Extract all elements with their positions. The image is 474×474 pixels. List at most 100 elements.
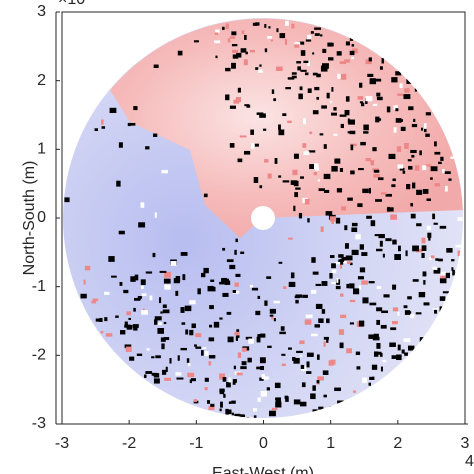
speckle — [329, 255, 335, 259]
speckle — [298, 93, 303, 100]
speckle — [268, 410, 276, 417]
speckle — [407, 159, 412, 162]
speckle — [358, 320, 365, 327]
speckle — [104, 291, 110, 295]
speckle — [413, 118, 416, 123]
speckle — [323, 144, 327, 149]
speckle — [351, 222, 358, 227]
speckle — [207, 400, 211, 404]
speckle — [161, 343, 165, 350]
speckle — [340, 123, 344, 129]
speckle — [214, 40, 221, 44]
speckle — [385, 193, 392, 197]
speckle — [442, 169, 445, 174]
speckle — [373, 333, 379, 339]
speckle — [124, 321, 128, 326]
y-tick-label: 2 — [37, 72, 46, 89]
speckle — [304, 72, 309, 76]
speckle — [421, 245, 427, 251]
speckle — [352, 288, 360, 295]
speckle — [281, 363, 286, 367]
speckle — [446, 248, 453, 253]
speckle — [269, 308, 276, 314]
speckle — [323, 341, 326, 347]
speckle — [222, 377, 227, 382]
speckle — [380, 192, 387, 195]
speckle — [345, 96, 350, 102]
speckle — [445, 185, 448, 192]
speckle — [268, 26, 271, 29]
speckle — [419, 150, 422, 156]
speckle — [164, 284, 171, 290]
speckle — [310, 289, 317, 294]
speckle — [271, 89, 275, 94]
speckle — [312, 52, 315, 55]
speckle — [202, 346, 207, 350]
speckle — [231, 400, 236, 404]
speckle — [288, 237, 293, 240]
speckle — [331, 42, 334, 47]
speckle — [130, 276, 136, 282]
speckle — [346, 283, 350, 289]
speckle — [287, 77, 295, 80]
speckle — [434, 183, 441, 187]
speckle — [331, 219, 334, 225]
speckle — [232, 379, 237, 383]
speckle — [164, 271, 171, 278]
speckle — [355, 351, 361, 356]
speckle — [377, 177, 384, 181]
speckle — [337, 400, 344, 404]
speckle — [434, 307, 438, 314]
speckle — [341, 259, 348, 264]
speckle — [452, 269, 455, 276]
speckle — [282, 113, 287, 117]
speckle — [381, 310, 389, 314]
speckle — [137, 296, 143, 299]
speckle — [264, 24, 267, 28]
speckle — [350, 143, 357, 147]
speckle — [369, 376, 374, 380]
speckle — [188, 363, 191, 367]
speckle — [228, 401, 232, 404]
speckle — [300, 364, 305, 369]
speckle — [359, 82, 363, 88]
speckle — [361, 280, 368, 285]
speckle — [376, 248, 383, 252]
speckle — [250, 49, 255, 53]
speckle — [373, 169, 380, 173]
speckle — [457, 217, 463, 221]
speckle — [457, 250, 462, 257]
speckle — [407, 345, 415, 351]
speckle — [180, 252, 188, 256]
speckle — [231, 31, 237, 36]
speckle — [185, 329, 189, 335]
speckle — [423, 280, 426, 285]
speckle — [351, 249, 359, 256]
speckle — [240, 48, 247, 53]
speckle — [263, 376, 270, 380]
speckle — [91, 300, 97, 304]
speckle — [410, 213, 416, 219]
speckle — [394, 254, 401, 260]
speckle — [347, 131, 353, 134]
speckle — [260, 366, 265, 371]
speckle — [234, 413, 241, 417]
speckle — [237, 352, 242, 358]
speckle — [304, 319, 312, 325]
speckle — [154, 319, 158, 325]
speckle — [246, 104, 251, 108]
speckle — [323, 394, 327, 398]
speckle — [295, 299, 299, 304]
speckle — [255, 67, 259, 70]
speckle — [281, 353, 286, 356]
speckle — [312, 409, 318, 414]
speckle — [432, 307, 439, 310]
speckle — [320, 226, 324, 233]
speckle — [425, 112, 431, 116]
speckle — [339, 263, 342, 269]
speckle — [223, 393, 226, 398]
speckle — [287, 120, 292, 124]
speckle — [363, 131, 369, 134]
speckle — [235, 238, 238, 243]
